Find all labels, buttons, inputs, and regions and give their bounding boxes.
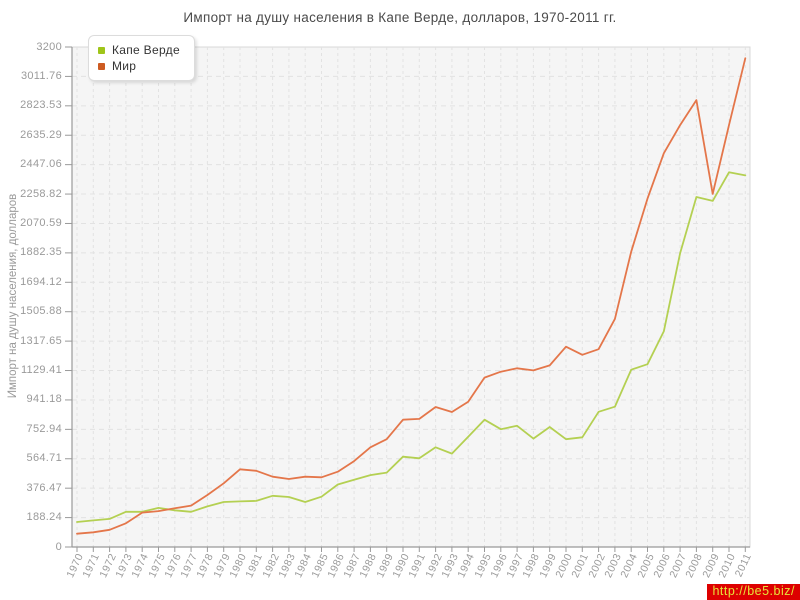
y-tick-label: 1129.41 (20, 364, 62, 377)
y-tick-label: 3200 (36, 40, 62, 53)
legend-item-world: Мир (98, 58, 180, 74)
plot-background (71, 46, 751, 548)
y-tick-label: 0 (55, 540, 62, 553)
series-line-world (76, 57, 747, 535)
y-tick-label: 941.18 (26, 393, 62, 406)
y-tick-label: 1317.65 (20, 334, 62, 347)
y-tick-label: 564.71 (26, 452, 62, 465)
y-tick-label: 2823.53 (20, 99, 62, 112)
chart-title: Импорт на душу населения в Капе Верде, д… (183, 10, 617, 25)
y-tick-label: 188.24 (26, 511, 62, 524)
series-swatch-cape-verde (98, 46, 105, 54)
watermark-link[interactable]: http://be5.biz/ (707, 584, 800, 600)
legend: Капе Верде Мир (88, 35, 195, 81)
y-tick-label: 2258.82 (20, 187, 62, 200)
plot-area (65, 46, 751, 552)
y-tick-label: 2635.29 (20, 128, 62, 141)
y-tick-label: 3011.76 (20, 69, 62, 82)
series-swatch-world (98, 62, 105, 70)
y-tick-label: 2447.06 (20, 158, 62, 171)
y-tick-label: 2070.59 (20, 216, 62, 229)
legend-label-world: Мир (112, 59, 137, 73)
y-tick-label: 376.47 (26, 481, 62, 494)
series-line-cape-verde (76, 171, 747, 523)
legend-label-cape-verde: Капе Верде (112, 43, 180, 57)
y-tick-label: 1694.12 (20, 275, 62, 288)
legend-item-cape-verde: Капе Верде (98, 42, 180, 58)
y-tick-label: 1505.88 (20, 305, 62, 318)
y-tick-label: 1882.35 (20, 246, 62, 259)
y-tick-label: 752.94 (26, 422, 62, 435)
